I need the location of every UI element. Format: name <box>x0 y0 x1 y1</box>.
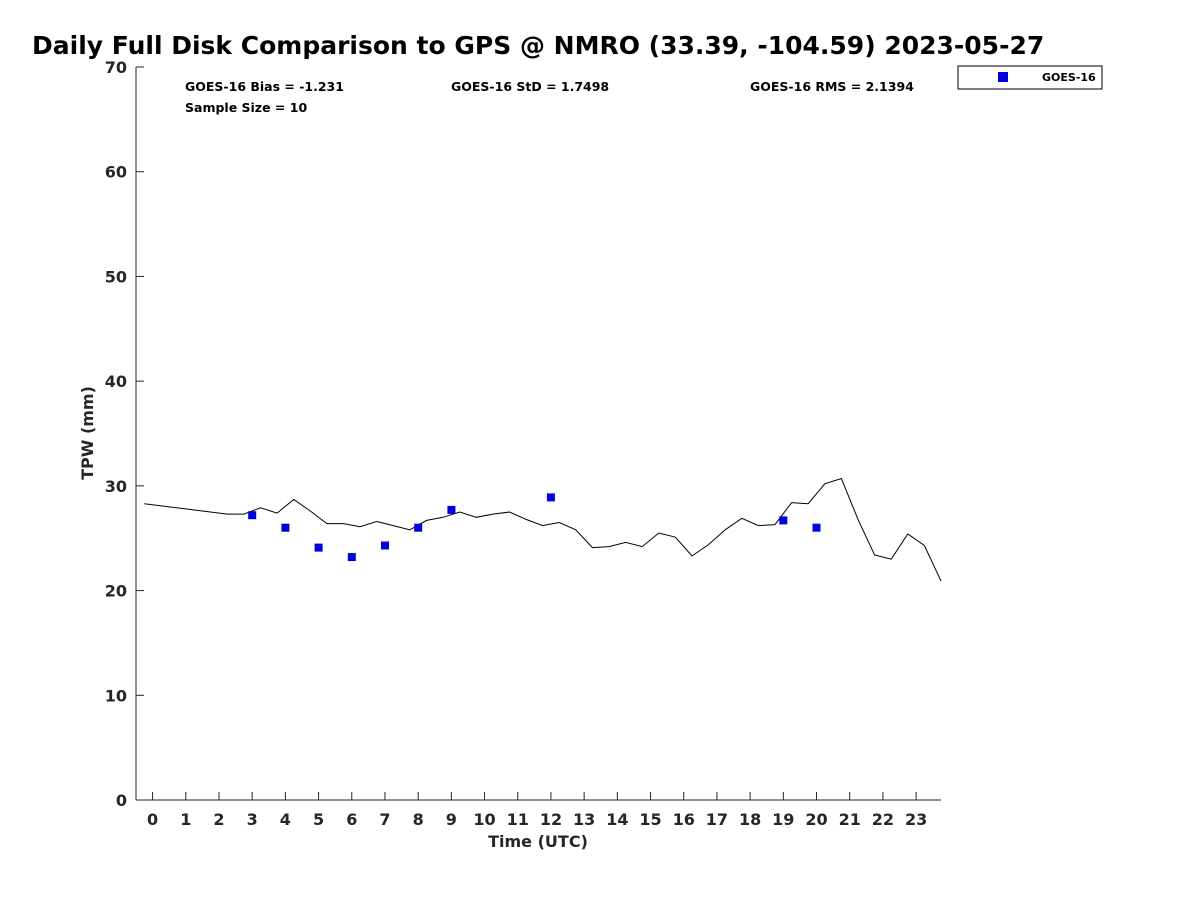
x-axis-label: Time (UTC) <box>488 832 588 851</box>
goes-16-point <box>381 541 389 550</box>
goes-16-point <box>812 523 821 532</box>
legend: GOES-16 <box>957 65 1103 90</box>
goes-16-point <box>347 553 356 562</box>
x-tick-label: 8 <box>413 810 424 829</box>
x-tick-label: 21 <box>839 810 861 829</box>
goes-16-point <box>546 493 555 502</box>
gps-tpw-line <box>144 477 942 582</box>
goes-16-point <box>314 543 323 552</box>
y-tick-label: 20 <box>105 582 127 601</box>
x-tick-label: 2 <box>213 810 224 829</box>
y-axis-label: TPW (mm) <box>78 386 97 480</box>
x-tick-label: 19 <box>772 810 794 829</box>
y-tick-label: 60 <box>105 163 127 182</box>
legend-marker-goes-16 <box>998 72 1008 82</box>
x-tick-label: 11 <box>507 810 529 829</box>
x-tick-label: 1 <box>180 810 191 829</box>
goes-16-point <box>281 523 290 532</box>
goes-16-point <box>414 523 423 532</box>
stat-bias: GOES-16 Bias = -1.231 <box>185 79 344 94</box>
x-tick-label: 15 <box>639 810 661 829</box>
x-tick-label: 17 <box>706 810 728 829</box>
x-tick-label: 7 <box>379 810 390 829</box>
legend-box <box>957 65 1103 90</box>
goes-16-point <box>779 516 788 525</box>
y-tick-label: 70 <box>105 58 127 77</box>
x-tick-label: 23 <box>905 810 927 829</box>
x-tick-label: 20 <box>805 810 827 829</box>
x-tick-label: 18 <box>739 810 761 829</box>
goes-16-point <box>447 505 456 514</box>
plot-area <box>144 477 942 582</box>
legend-label-goes-16: GOES-16 <box>1042 71 1096 84</box>
y-tick-label: 40 <box>105 372 127 391</box>
y-tick-label: 50 <box>105 267 127 286</box>
x-tick-label: 5 <box>313 810 324 829</box>
x-tick-label: 6 <box>346 810 357 829</box>
stat-sample-size: Sample Size = 10 <box>185 100 307 115</box>
x-tick-label: 12 <box>540 810 562 829</box>
x-tick-label: 16 <box>673 810 695 829</box>
goes-16-point <box>248 511 257 520</box>
x-tick-label: 22 <box>872 810 894 829</box>
chart-title: Daily Full Disk Comparison to GPS @ NMRO… <box>32 31 1044 60</box>
x-tick-label: 9 <box>446 810 457 829</box>
x-tick-label: 3 <box>247 810 258 829</box>
x-tick-label: 14 <box>606 810 628 829</box>
x-tick-label: 13 <box>573 810 595 829</box>
y-tick-label: 10 <box>105 686 127 705</box>
x-tick-label: 4 <box>280 810 291 829</box>
y-tick-label: 0 <box>116 791 127 810</box>
y-tick-label: 30 <box>105 477 127 496</box>
stat-std: GOES-16 StD = 1.7498 <box>451 79 609 94</box>
stat-rms: GOES-16 RMS = 2.1394 <box>750 79 914 94</box>
x-tick-label: 10 <box>473 810 495 829</box>
x-tick-label: 0 <box>147 810 158 829</box>
